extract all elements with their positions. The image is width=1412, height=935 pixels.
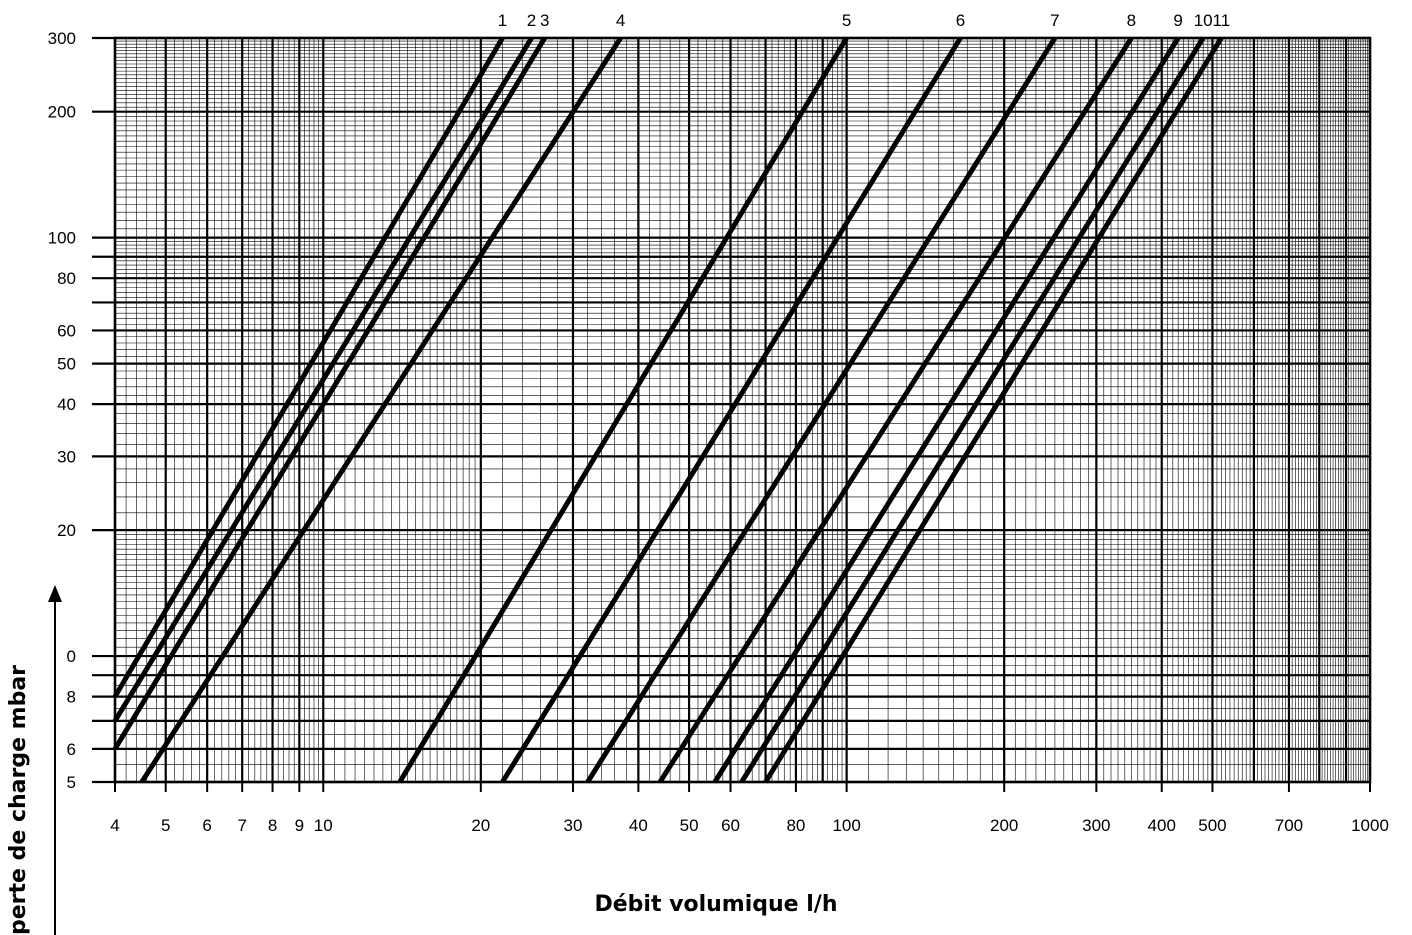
y-tick-label: 30	[57, 447, 76, 466]
y-axis-title: perte de charge mbar	[6, 665, 31, 935]
y-tick-label: 40	[57, 395, 76, 414]
chart-series	[112, 36, 1224, 784]
x-tick-label: 200	[990, 816, 1018, 835]
x-tick-label: 10	[314, 816, 333, 835]
y-tick-label: 20	[57, 521, 76, 540]
x-tick-label: 80	[786, 816, 805, 835]
series-line-10	[739, 36, 1206, 784]
y-tick-label: 50	[57, 355, 76, 374]
x-tick-label: 8	[268, 816, 277, 835]
y-tick-label: 60	[57, 321, 76, 340]
x-tick-label: 300	[1082, 816, 1110, 835]
y-axis-title-group: perte de charge mbar	[6, 585, 62, 935]
y-axis-arrow-head	[48, 585, 62, 602]
series-label-8: 8	[1127, 11, 1136, 30]
series-label-6: 6	[956, 11, 965, 30]
x-tick-label: 1000	[1351, 816, 1389, 835]
series-line-6	[500, 36, 963, 784]
x-tick-label: 9	[295, 816, 304, 835]
series-line-4	[139, 36, 623, 784]
y-tick-label: 100	[48, 229, 76, 248]
series-label-3: 3	[540, 11, 549, 30]
series-line-7	[585, 36, 1058, 784]
x-tick-label: 50	[680, 816, 699, 835]
x-tick-label: 500	[1198, 816, 1226, 835]
x-axis-title: Débit volumique l/h	[595, 892, 838, 917]
series-label-2: 2	[527, 11, 536, 30]
series-label-11: 11	[1213, 11, 1231, 30]
series-label-9: 9	[1173, 11, 1182, 30]
series-label-4: 4	[616, 11, 625, 30]
y-tick-label: 300	[48, 29, 76, 48]
x-tick-label: 4	[110, 816, 119, 835]
series-label-10: 10	[1194, 11, 1213, 30]
series-label-5: 5	[842, 11, 851, 30]
series-labels: 1 2 3 4 5 6 7 8 9 10 11	[498, 11, 1230, 30]
series-label-1: 1	[498, 11, 507, 30]
y-tick-label: 80	[57, 269, 76, 288]
series-line-8	[657, 36, 1134, 784]
x-tick-label: 6	[202, 816, 211, 835]
series-line-1	[112, 36, 505, 698]
x-tick-label: 7	[237, 816, 246, 835]
x-tick-label: 20	[471, 816, 490, 835]
x-tick-label: 60	[721, 816, 740, 835]
series-line-3	[112, 36, 547, 751]
y-tick-label: 200	[48, 103, 76, 122]
series-line-2	[112, 36, 534, 723]
series-line-11	[763, 36, 1224, 784]
x-tick-label: 100	[832, 816, 860, 835]
y-tick-label: 5	[67, 773, 76, 792]
series-label-7: 7	[1050, 11, 1059, 30]
series-line-9	[712, 36, 1181, 784]
x-tick-label: 30	[564, 816, 583, 835]
x-axis-ticks: 4 5 6 7 8 9 10 20 30 40 50 60 80 100 200 300 400 500 700 10…	[110, 782, 1389, 835]
y-tick-label: 0	[67, 647, 76, 666]
series-line-5	[397, 36, 849, 784]
y-tick-label: 6	[67, 740, 76, 759]
y-tick-label: 8	[67, 688, 76, 707]
x-tick-label: 700	[1275, 816, 1303, 835]
x-tick-label: 40	[629, 816, 648, 835]
x-tick-label: 400	[1148, 816, 1176, 835]
x-tick-label: 5	[161, 816, 170, 835]
chart-grid	[92, 36, 1372, 784]
